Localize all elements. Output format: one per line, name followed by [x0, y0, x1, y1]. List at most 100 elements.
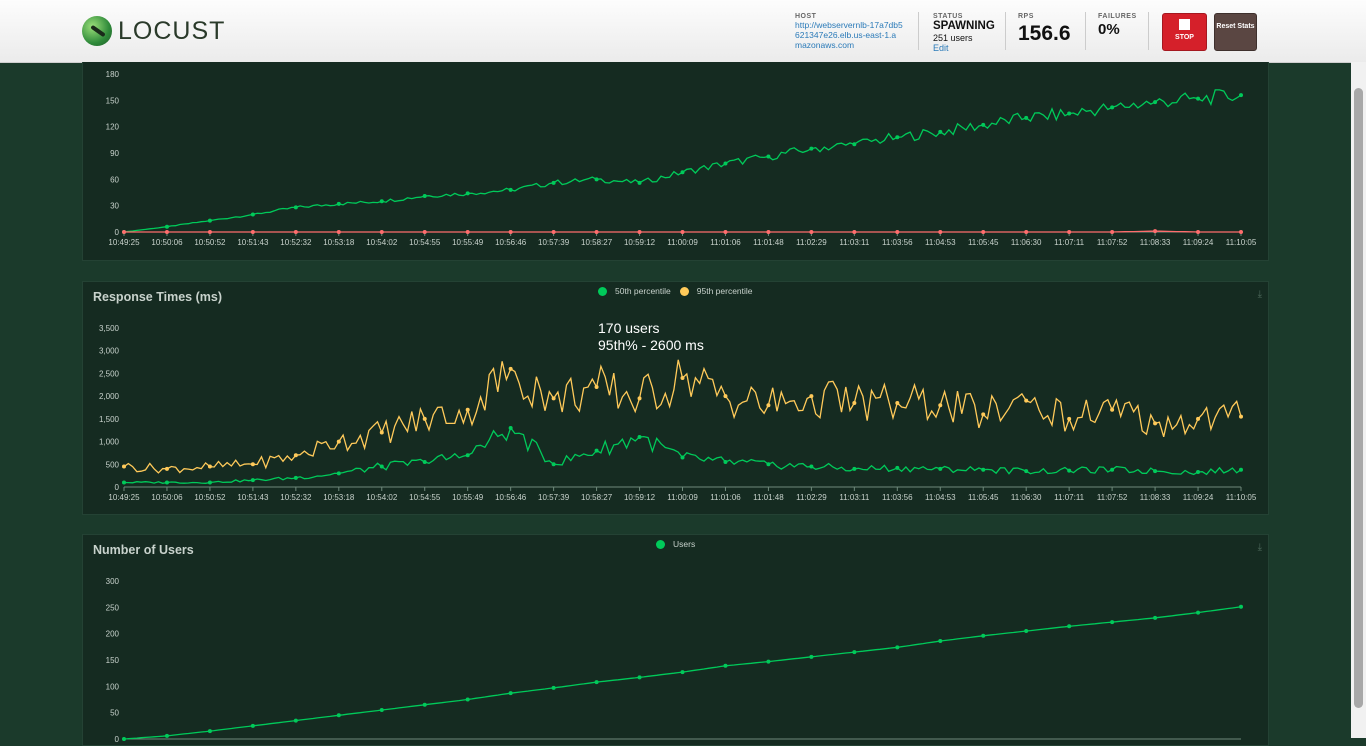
- data-point: [551, 462, 556, 467]
- status-value: SPAWNING: [933, 20, 995, 32]
- data-point: [809, 146, 814, 151]
- legend-label-users[interactable]: Users: [673, 539, 696, 549]
- data-point: [250, 462, 255, 467]
- data-point: [122, 480, 126, 485]
- data-point: [1110, 467, 1115, 472]
- x-tick-label: 11:09:24: [1183, 238, 1214, 247]
- x-tick-label: 10:54:02: [366, 493, 398, 502]
- data-point: [379, 199, 384, 204]
- x-tick-label: 10:50:52: [194, 493, 226, 502]
- data-point: [852, 230, 857, 234]
- data-point: [293, 230, 298, 234]
- data-point: [680, 230, 685, 234]
- users-chart: 0 50 100 150 200 250 300: [106, 577, 1243, 744]
- rps-label: RPS: [1018, 13, 1034, 20]
- x-tick-label: 11:03:11: [839, 238, 870, 247]
- data-point: [938, 403, 943, 408]
- data-point: [1239, 604, 1243, 609]
- data-point: [1110, 620, 1115, 625]
- top-navbar: LOCUST HOST http://webservernlb-17a7db56…: [0, 0, 1366, 63]
- x-tick-label: 10:54:02: [366, 238, 398, 247]
- download-icon[interactable]: ⤓: [1257, 542, 1262, 553]
- y-tick-label: 100: [106, 682, 120, 691]
- data-point: [207, 464, 212, 469]
- x-tick-label: 10:54:55: [409, 238, 441, 247]
- data-point: [723, 161, 728, 166]
- data-point: [594, 177, 599, 182]
- y-tick-label: 0: [115, 735, 120, 744]
- data-point: [336, 201, 341, 206]
- failures-value: 0%: [1098, 21, 1120, 38]
- x-tick-label: 11:01:48: [753, 238, 784, 247]
- locust-logo-icon: [82, 16, 112, 46]
- data-point: [379, 464, 384, 469]
- data-point: [1067, 468, 1072, 473]
- data-point: [938, 230, 943, 234]
- data-point: [1024, 115, 1029, 120]
- data-point: [465, 230, 470, 234]
- legend-label-95th[interactable]: 95th percentile: [696, 286, 753, 296]
- data-point: [250, 723, 255, 728]
- data-point: [551, 396, 556, 401]
- data-point: [852, 142, 857, 147]
- data-point: [895, 645, 900, 650]
- data-point: [852, 466, 857, 471]
- data-point: [637, 396, 642, 401]
- users-legend: Users: [656, 539, 695, 549]
- data-point: [465, 407, 470, 412]
- edit-users-link[interactable]: Edit: [933, 43, 949, 53]
- data-point: [379, 430, 384, 435]
- data-point: [122, 230, 126, 234]
- data-point: [336, 471, 341, 476]
- data-point: [895, 400, 900, 405]
- data-point: [551, 685, 556, 690]
- x-tick-label: 10:49:25: [108, 238, 140, 247]
- data-point: [594, 448, 599, 453]
- stop-button[interactable]: STOP: [1162, 13, 1207, 51]
- x-tick-label: 10:50:06: [151, 493, 183, 502]
- data-point: [1196, 470, 1201, 475]
- status-stat: STATUS SPAWNING 251 users Edit: [933, 13, 995, 53]
- x-tick-label: 11:09:24: [1183, 493, 1214, 502]
- x-tick-label: 11:08:33: [1140, 493, 1171, 502]
- data-point: [1239, 230, 1243, 234]
- data-point: [895, 135, 900, 140]
- data-point: [1110, 407, 1115, 412]
- series-line: [123, 89, 1242, 233]
- x-tick-label: 11:00:09: [667, 493, 698, 502]
- x-tick-label: 10:58:27: [581, 238, 613, 247]
- scrollbar-thumb[interactable]: [1354, 88, 1363, 708]
- locust-logo[interactable]: LOCUST: [82, 15, 225, 47]
- data-point: [336, 713, 341, 718]
- data-point: [723, 460, 728, 465]
- data-point: [336, 439, 341, 444]
- download-icon[interactable]: ⤓: [1257, 289, 1262, 300]
- tooltip-95th: 95th% - 2600 ms: [598, 337, 704, 353]
- legend-label-50th[interactable]: 50th percentile: [615, 286, 671, 296]
- legend-dot-50th: [598, 286, 607, 296]
- data-point: [1067, 111, 1072, 116]
- data-point: [1239, 93, 1243, 98]
- data-point: [207, 729, 212, 734]
- logo-text: LOCUST: [118, 16, 226, 45]
- response-times-legend: 50th percentile 95th percentile: [598, 286, 753, 296]
- reset-stats-button[interactable]: Reset Stats: [1214, 13, 1257, 51]
- status-users: 251 users: [933, 33, 973, 43]
- x-tick-label: 10:52:32: [280, 238, 312, 247]
- data-point: [766, 230, 771, 234]
- data-point: [1153, 100, 1158, 105]
- data-point: [594, 680, 599, 685]
- rps-chart-panel: 0 30 60 90 120 150 180 10:49:25 10:50:06 10:50:52…: [82, 62, 1269, 261]
- x-tick-label: 11:10:05: [1226, 493, 1257, 502]
- data-point: [207, 230, 212, 234]
- data-point: [207, 480, 212, 485]
- host-link[interactable]: http://webservernlb-17a7db5621347e26.elb…: [795, 20, 903, 50]
- x-tick-label: 11:06:30: [1011, 238, 1042, 247]
- x-tick-label: 10:53:18: [323, 493, 355, 502]
- x-tick-label: 11:04:53: [925, 493, 956, 502]
- data-point: [766, 403, 771, 408]
- data-point: [508, 187, 513, 192]
- data-point: [1024, 230, 1029, 234]
- data-point: [852, 650, 857, 655]
- data-point: [508, 230, 513, 234]
